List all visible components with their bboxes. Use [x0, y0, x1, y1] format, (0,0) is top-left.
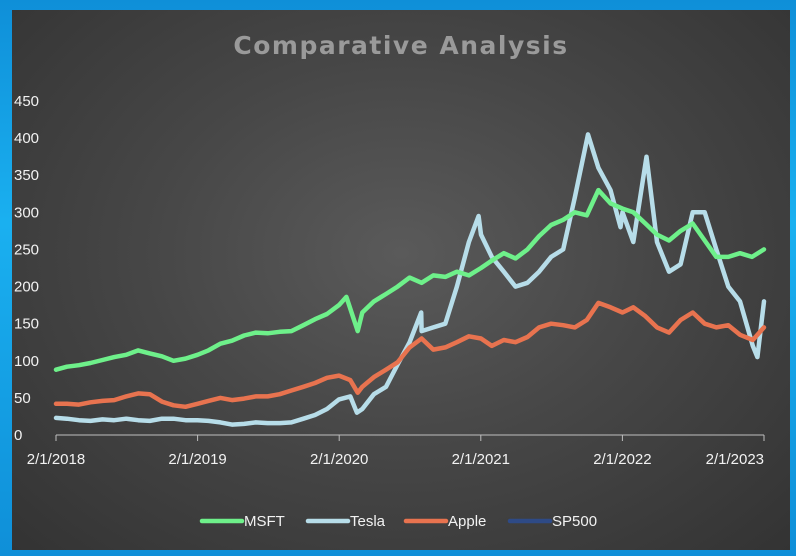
- series-line-msft: [53, 187, 767, 372]
- y-tick-label: 150: [14, 316, 39, 333]
- legend: MSFT Tesla Apple SP500: [199, 513, 597, 530]
- y-tick-label: 250: [14, 241, 39, 258]
- legend-label-msft: MSFT: [244, 513, 285, 530]
- x-tick-label: 2/1/2020: [310, 451, 368, 468]
- y-tick-label: 100: [14, 353, 39, 370]
- y-tick-label: 300: [14, 204, 39, 221]
- y-tick-label: 200: [14, 279, 39, 296]
- x-tick-label: 2/1/2019: [168, 451, 226, 468]
- y-tick-label: 400: [14, 130, 39, 147]
- series-line-apple: [53, 300, 767, 410]
- y-tick-label: 0: [14, 427, 22, 444]
- series-group: [53, 132, 767, 427]
- x-tick-label: 2/1/2023: [706, 451, 764, 468]
- y-tick-label: 50: [14, 390, 31, 407]
- x-tick-label: 2/1/2021: [452, 451, 510, 468]
- x-tick-label: 2/1/2022: [593, 451, 651, 468]
- y-tick-label: 450: [14, 93, 39, 110]
- series-line-tesla: [53, 132, 767, 427]
- legend-label-sp500: SP500: [552, 513, 597, 530]
- x-axis: 2/1/2018 2/1/2019 2/1/2020 2/1/2021 2/1/2022…: [27, 434, 765, 468]
- x-tick-label: 2/1/2018: [27, 451, 85, 468]
- chart-area: Comparative Analysis 0 50 100 150 200 250 300 3…: [12, 10, 790, 550]
- legend-label-tesla: Tesla: [350, 513, 386, 530]
- legend-label-apple: Apple: [448, 513, 486, 530]
- chart-title: Comparative Analysis: [233, 31, 568, 60]
- y-tick-label: 350: [14, 167, 39, 184]
- line-chart: Comparative Analysis 0 50 100 150 200 250 300 3…: [14, 31, 767, 530]
- y-axis: 0 50 100 150 200 250 300 350 400 450: [14, 93, 39, 444]
